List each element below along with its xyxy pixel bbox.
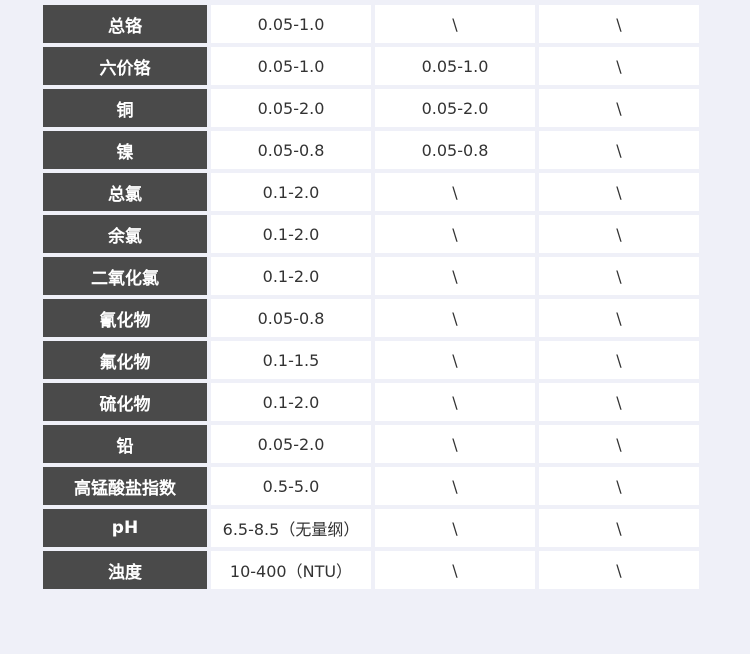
table-cell: 6.5-8.5（无量纲）	[211, 509, 371, 547]
row-header: 余氯	[43, 215, 207, 253]
table-row: 氰化物 0.05-0.8 \ \	[43, 299, 703, 337]
table-cell: \	[539, 383, 699, 421]
table-row: 总氯 0.1-2.0 \ \	[43, 173, 703, 211]
table-row: 二氧化氯 0.1-2.0 \ \	[43, 257, 703, 295]
table-cell: 0.1-1.5	[211, 341, 371, 379]
table-cell: 0.5-5.0	[211, 467, 371, 505]
row-header: 铅	[43, 425, 207, 463]
table-cell: \	[375, 341, 535, 379]
table-cell: \	[539, 425, 699, 463]
table-cell: \	[539, 551, 699, 589]
table-cell: \	[375, 257, 535, 295]
table-row: 总铬 0.05-1.0 \ \	[43, 5, 703, 43]
table-cell: 0.05-0.8	[211, 131, 371, 169]
table-cell: 0.05-1.0	[375, 47, 535, 85]
table-row: 浊度 10-400（NTU） \ \	[43, 551, 703, 589]
row-header: pH	[43, 509, 207, 547]
table-cell: \	[375, 467, 535, 505]
table-cell: 0.05-0.8	[375, 131, 535, 169]
table-row: 镍 0.05-0.8 0.05-0.8 \	[43, 131, 703, 169]
table-cell: 0.1-2.0	[211, 383, 371, 421]
table: 总铬 0.05-1.0 \ \ 六价铬 0.05-1.0 0.05-1.0 \ 铜 0.05-2.…	[43, 5, 703, 593]
table-row: 氟化物 0.1-1.5 \ \	[43, 341, 703, 379]
table-row: 高锰酸盐指数 0.5-5.0 \ \	[43, 467, 703, 505]
table-cell: \	[539, 341, 699, 379]
row-header: 氟化物	[43, 341, 207, 379]
table-row: pH 6.5-8.5（无量纲） \ \	[43, 509, 703, 547]
table-cell: \	[375, 383, 535, 421]
table-cell: \	[539, 47, 699, 85]
table-cell: \	[539, 299, 699, 337]
table-cell: \	[539, 5, 699, 43]
table-row: 硫化物 0.1-2.0 \ \	[43, 383, 703, 421]
row-header: 总氯	[43, 173, 207, 211]
row-header: 总铬	[43, 5, 207, 43]
table-cell: 0.05-1.0	[211, 5, 371, 43]
table-cell: 0.05-0.8	[211, 299, 371, 337]
table-row: 铜 0.05-2.0 0.05-2.0 \	[43, 89, 703, 127]
table-cell: 0.1-2.0	[211, 215, 371, 253]
row-header: 六价铬	[43, 47, 207, 85]
table-cell: 0.1-2.0	[211, 173, 371, 211]
table-cell: \	[539, 467, 699, 505]
table-cell: \	[375, 173, 535, 211]
row-header: 铜	[43, 89, 207, 127]
table-cell: 0.05-1.0	[211, 47, 371, 85]
table-cell: \	[539, 131, 699, 169]
row-header: 硫化物	[43, 383, 207, 421]
row-header: 浊度	[43, 551, 207, 589]
table-cell: 0.1-2.0	[211, 257, 371, 295]
table-cell: 0.05-2.0	[211, 89, 371, 127]
row-header: 镍	[43, 131, 207, 169]
table-cell: \	[375, 5, 535, 43]
table-row: 六价铬 0.05-1.0 0.05-1.0 \	[43, 47, 703, 85]
table-cell: \	[375, 425, 535, 463]
table-cell: \	[539, 173, 699, 211]
table-cell: \	[375, 551, 535, 589]
row-header: 高锰酸盐指数	[43, 467, 207, 505]
row-header: 氰化物	[43, 299, 207, 337]
table-cell: \	[375, 299, 535, 337]
table-cell: \	[539, 89, 699, 127]
table-cell: \	[375, 215, 535, 253]
table-cell: \	[539, 215, 699, 253]
table-row: 铅 0.05-2.0 \ \	[43, 425, 703, 463]
table-cell: \	[375, 509, 535, 547]
table-cell: 10-400（NTU）	[211, 551, 371, 589]
table-cell: \	[539, 257, 699, 295]
row-header: 二氧化氯	[43, 257, 207, 295]
table-cell: 0.05-2.0	[211, 425, 371, 463]
table-cell: 0.05-2.0	[375, 89, 535, 127]
table-cell: \	[539, 509, 699, 547]
table-row: 余氯 0.1-2.0 \ \	[43, 215, 703, 253]
